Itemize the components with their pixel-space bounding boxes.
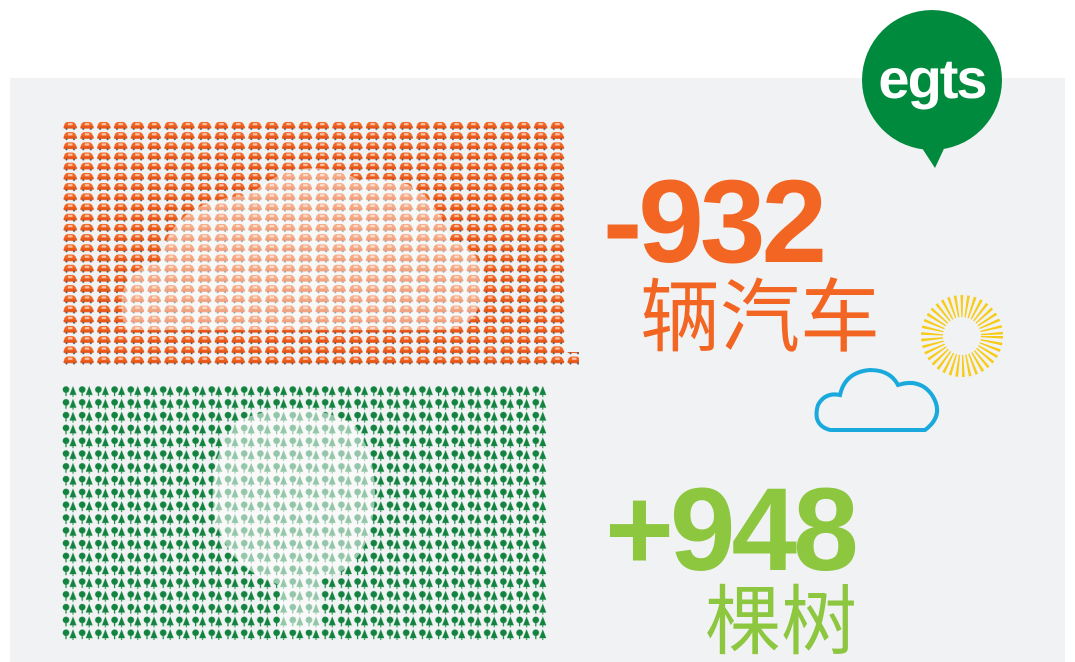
- car-icon-extra: [565, 352, 579, 365]
- tree-label: 棵树: [705, 580, 857, 662]
- infographic: egts -932 辆汽车 +948 棵树: [0, 0, 1075, 662]
- car-label: 辆汽车: [640, 273, 880, 362]
- page: egts -932 辆汽车 +948 棵树 (() => { const dat…: [0, 0, 1075, 662]
- tree-value: +948: [605, 464, 855, 596]
- car-value: -932: [603, 156, 823, 288]
- logo-text: egts: [878, 47, 985, 110]
